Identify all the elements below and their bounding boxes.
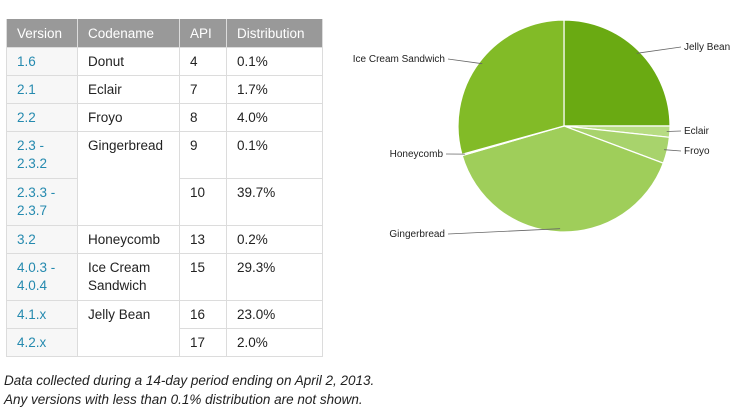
footnote-line: Data collected during a 14-day period en…	[4, 371, 374, 390]
pie-leader-line	[667, 131, 681, 132]
footnote-line: Any versions with less than 0.1% distrib…	[4, 390, 374, 409]
pie-label: Froyo	[684, 146, 710, 157]
pie-label: Ice Cream Sandwich	[353, 54, 445, 65]
pie-leader-line	[637, 47, 681, 53]
pie-slice-jelly-bean	[564, 20, 670, 126]
pie-label: Eclair	[684, 126, 710, 137]
pie-leader-line	[448, 59, 482, 64]
footnote: Data collected during a 14-day period en…	[4, 371, 374, 409]
pie-leader-line	[448, 229, 560, 234]
pie-label: Honeycomb	[390, 149, 444, 160]
pie-label: Jelly Bean	[684, 42, 730, 53]
pie-label: Gingerbread	[389, 229, 445, 240]
